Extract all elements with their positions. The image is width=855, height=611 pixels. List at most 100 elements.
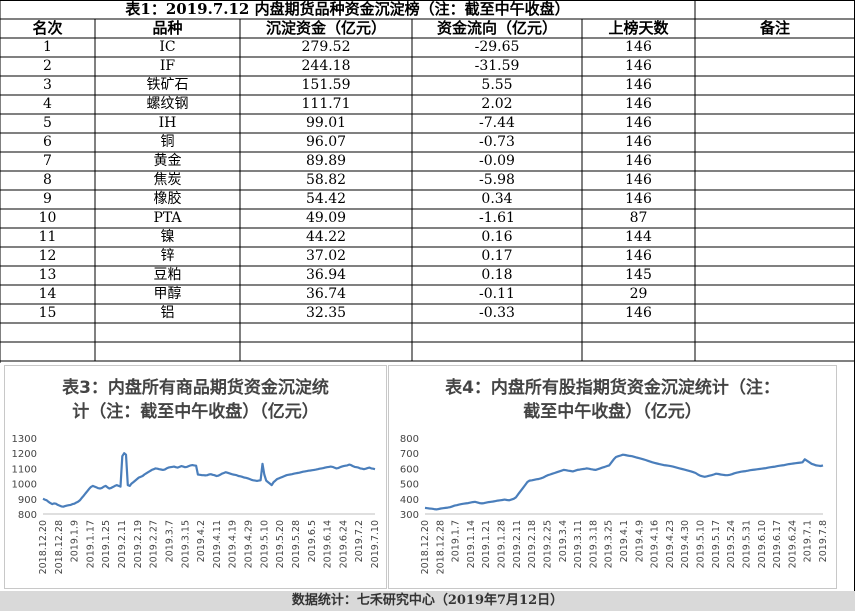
x-tick-label: 2019.7.2 <box>354 520 365 562</box>
x-tick-label: 2019.2.25 <box>542 520 553 568</box>
header-cell: 资金流向（亿元） <box>436 19 557 37</box>
x-tick-label: 2019.1.21 <box>481 520 492 568</box>
x-tick-label: 2019.6.17 <box>772 520 783 568</box>
y-tick-label: 500 <box>400 480 419 491</box>
table-cell: 144 <box>625 229 652 245</box>
x-tick-label: 2019.4.29 <box>244 520 255 568</box>
table-cell: 36.94 <box>305 267 347 283</box>
table-cell: 甲醇 <box>153 286 182 302</box>
table-cell: 3 <box>43 77 52 93</box>
y-tick-label: 1200 <box>12 449 37 460</box>
table-cell: 0.34 <box>481 191 513 207</box>
x-tick-label: 2019.2.11 <box>512 520 523 568</box>
x-tick-label: 2019.4.9 <box>634 520 645 562</box>
header-cell: 沉淀资金（亿元） <box>265 19 386 37</box>
table-cell: 焦炭 <box>153 172 182 188</box>
x-tick-label: 2019.5.28 <box>291 520 302 568</box>
table-cell: 58.82 <box>305 172 347 188</box>
table-cell: -31.59 <box>474 58 520 74</box>
table-cell: 111.71 <box>301 96 351 112</box>
y-tick-label: 400 <box>400 495 419 506</box>
table-cell: 99.01 <box>305 115 347 131</box>
table-cell: 5.55 <box>481 77 513 93</box>
table-cell: 146 <box>625 39 652 55</box>
table-cell: 146 <box>625 96 652 112</box>
table-cell: 146 <box>625 58 652 74</box>
x-tick-label: 2019.2.18 <box>527 520 538 568</box>
table-title: 表1：2019.7.12 内盘期货品种资金沉淀榜（注：截至中午收盘） <box>125 0 570 18</box>
table-cell: 146 <box>625 115 652 131</box>
header-cell: 上榜天数 <box>608 19 669 37</box>
header-cell: 备注 <box>759 19 790 37</box>
x-tick-label: 2019.3.25 <box>604 520 615 568</box>
table-cell: 1 <box>43 39 52 55</box>
table-cell: 145 <box>625 267 652 283</box>
x-tick-label: 2019.3.15 <box>180 520 191 568</box>
table-cell: 146 <box>625 134 652 150</box>
table-cell: 151.59 <box>301 77 351 93</box>
table-cell: 146 <box>625 153 652 169</box>
table-cell: 146 <box>625 305 652 321</box>
table-cell: 10 <box>38 210 57 226</box>
table-cell: 36.74 <box>305 286 347 302</box>
table-cell: 279.52 <box>301 39 351 55</box>
table-cell: IF <box>159 58 176 74</box>
table-cell: -0.09 <box>479 153 515 169</box>
commodity-chart-panel: 表3：内盘所有商品期货资金沉淀统 计（注：截至中午收盘）（亿元） 800 900 1… <box>4 365 387 589</box>
y-tick-label: 900 <box>18 495 37 506</box>
table-cell: -7.44 <box>479 115 515 131</box>
chart4-title-line2: 截至中午收盘）（亿元） <box>523 402 702 422</box>
table-cell: 0.17 <box>481 248 513 264</box>
x-tick-label: 2019.6.14 <box>323 520 334 568</box>
x-tick-label: 2019.4.23 <box>665 520 676 568</box>
table-cell: 2 <box>43 58 52 74</box>
table-cell: 4 <box>43 96 52 112</box>
table-cell: 6 <box>43 134 52 150</box>
table-cell: 14 <box>38 286 57 302</box>
table-cell: -5.98 <box>479 172 515 188</box>
table-cell: 0.16 <box>481 229 513 245</box>
x-tick-label: 2019.3.7 <box>164 520 175 562</box>
x-tick-label: 2018.12.28 <box>54 520 65 574</box>
table-cell: 37.02 <box>305 248 347 264</box>
y-tick-label: 800 <box>18 510 37 521</box>
index-line-chart: 300 400 500 600 700 800 2018.12.20 2018.12.28 20… <box>400 434 829 574</box>
header-cell: 品种 <box>152 19 183 37</box>
x-tick-label: 2019.5.10 <box>259 520 270 568</box>
table-cell: 2.02 <box>481 96 513 112</box>
table-cell: 8 <box>43 172 52 188</box>
y-tick-label: 800 <box>400 434 419 445</box>
table-cell: 铁矿石 <box>146 77 189 93</box>
x-tick-label: 2019.4.11 <box>212 520 223 568</box>
x-tick-label: 2019.1.14 <box>466 520 477 568</box>
footer-source: 数据统计：七禾研究中心（2019年7月12日） <box>0 591 855 611</box>
table-cell: IH <box>158 115 177 131</box>
x-tick-label: 2019.3.4 <box>558 520 569 562</box>
table-cell: -0.73 <box>479 134 515 150</box>
table-cell: 橡胶 <box>153 191 182 207</box>
chart4-title-line1: 表4：内盘所有股指期货资金沉淀统计（注： <box>445 378 780 398</box>
table-cell: 豆粕 <box>153 267 182 283</box>
x-tick-label: 2019.1.25 <box>101 520 112 568</box>
table-cell: 49.09 <box>305 210 347 226</box>
x-tick-label: 2019.2.19 <box>133 520 144 568</box>
x-tick-label: 2019.4.16 <box>650 520 661 568</box>
x-tick-label: 2019.1.17 <box>85 520 96 568</box>
table-cell: 12 <box>38 248 57 264</box>
index-chart-panel: 表4：内盘所有股指期货资金沉淀统计（注： 截至中午收盘）（亿元） 300 400 5… <box>388 365 837 589</box>
table-cell: IC <box>159 39 176 55</box>
table-cell: 54.42 <box>305 191 347 207</box>
x-tick-label: 2019.6.24 <box>787 520 798 568</box>
table-cell: 0.18 <box>481 267 513 283</box>
table-cell: 铝 <box>160 305 175 321</box>
table-cell: 96.07 <box>305 134 347 150</box>
series-line <box>42 452 376 508</box>
y-tick-label: 1000 <box>12 480 37 491</box>
table-cell: -29.65 <box>474 39 520 55</box>
x-tick-label: 2019.7.8 <box>818 520 829 562</box>
y-tick-label: 300 <box>400 510 419 521</box>
y-tick-label: 700 <box>400 449 419 460</box>
x-tick-label: 2019.7.10 <box>370 520 381 568</box>
x-tick-label: 2019.3.18 <box>588 520 599 568</box>
x-tick-label: 2019.2.27 <box>149 520 160 568</box>
